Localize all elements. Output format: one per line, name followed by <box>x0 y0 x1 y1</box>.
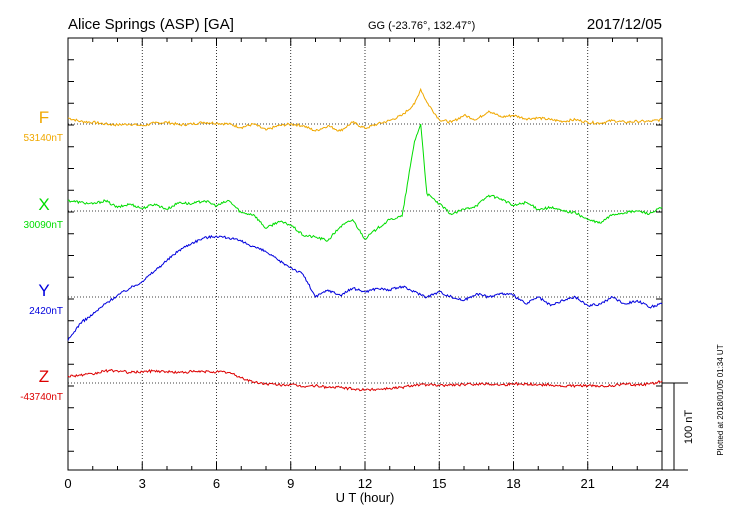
series-labels: F 53140nT X 30090nT Y 2420nT Z -43740nT <box>20 108 63 403</box>
series-name-z: Z <box>39 367 49 386</box>
coordinates-label: GG (-23.76°, 132.47°) <box>368 20 475 32</box>
date-label: 2017/12/05 <box>587 16 662 33</box>
x-tick-label: 0 <box>64 476 71 491</box>
x-axis-label: U T (hour) <box>336 490 395 505</box>
x-tick-label: 24 <box>655 476 669 491</box>
series-line-z <box>67 368 663 392</box>
series-baseline-label-y: 2420nT <box>29 306 63 317</box>
axis-ticks <box>67 37 663 470</box>
series-baseline-label-z: -43740nT <box>20 392 63 403</box>
series-lines <box>67 87 663 392</box>
x-tick-label: 9 <box>287 476 294 491</box>
x-tick-label: 15 <box>432 476 446 491</box>
series-name-f: F <box>39 108 49 127</box>
station-title: Alice Springs (ASP) [GA] <box>68 16 234 33</box>
series-baseline-label-f: 53140nT <box>24 133 63 144</box>
series-line-f <box>67 87 663 132</box>
x-tick-label: 18 <box>506 476 520 491</box>
x-tick-label: 6 <box>213 476 220 491</box>
x-tick-label: 21 <box>581 476 595 491</box>
series-name-y: Y <box>38 281 49 300</box>
series-line-x <box>67 123 663 242</box>
x-tick-label: 3 <box>139 476 146 491</box>
scale-bar-label: 100 nT <box>683 410 695 445</box>
scale-bar: 100 nT <box>662 382 695 471</box>
plotted-timestamp: Plotted at 2018/01/05 01:34 UT <box>716 344 725 455</box>
series-name-x: X <box>38 195 49 214</box>
series-baseline-label-x: 30090nT <box>24 220 63 231</box>
series-line-y <box>67 234 663 341</box>
grid-lines <box>141 38 589 470</box>
x-tick-labels: 0 3 6 9 12 15 18 21 24 <box>64 476 669 491</box>
x-tick-label: 12 <box>358 476 372 491</box>
